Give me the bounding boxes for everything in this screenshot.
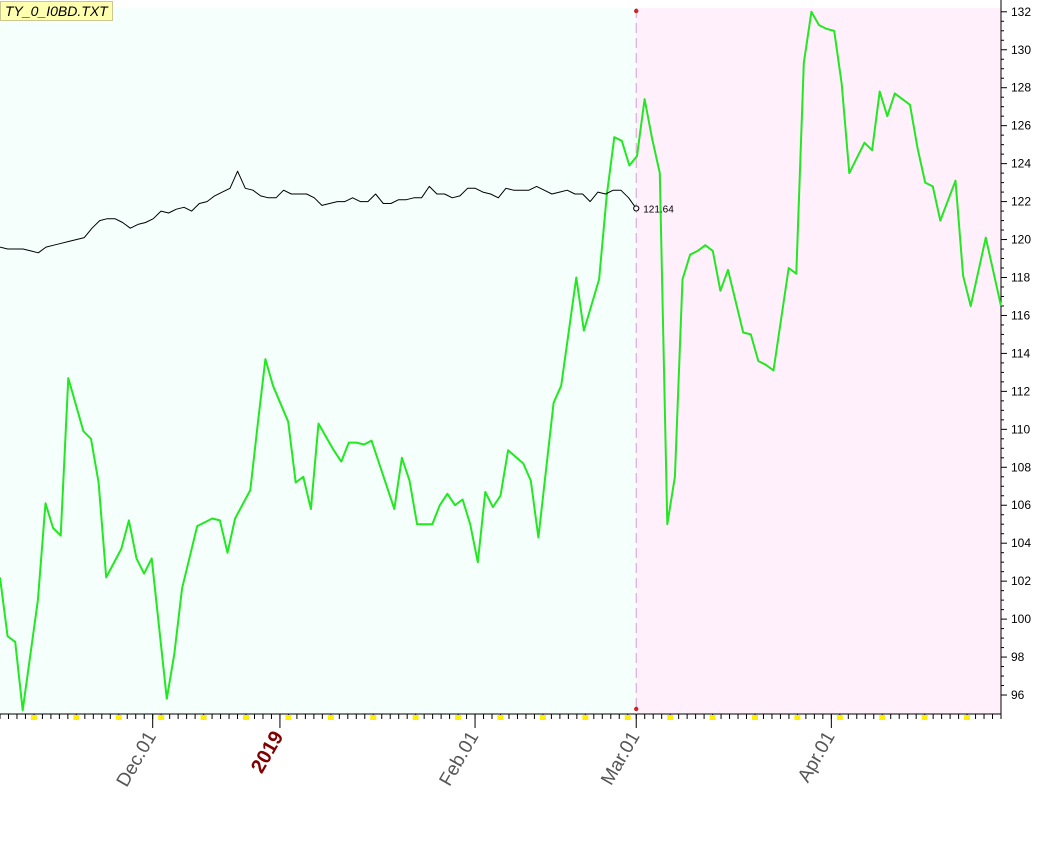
last-value-label: 121.64	[643, 204, 674, 215]
week-marker	[709, 715, 716, 720]
y-tick-label: 112	[1011, 384, 1030, 398]
y-tick-label: 124	[1011, 157, 1031, 171]
week-marker	[30, 715, 37, 720]
y-tick-label: 108	[1011, 460, 1031, 474]
x-tick-label: Apr.01	[794, 728, 840, 786]
week-marker	[115, 715, 122, 720]
y-tick-label: 116	[1011, 308, 1030, 322]
y-tick-label: 98	[1011, 650, 1025, 664]
y-tick-label: 126	[1011, 119, 1031, 133]
series-line	[0, 170, 637, 254]
plot-bg-past	[0, 8, 637, 714]
week-marker	[200, 715, 207, 720]
y-tick-label: 122	[1011, 195, 1031, 209]
y-tick-label: 100	[1011, 612, 1031, 626]
week-marker	[243, 715, 250, 720]
x-tick-label: Dec.01	[113, 728, 161, 791]
week-marker	[921, 715, 928, 720]
y-tick-label: 132	[1011, 5, 1031, 19]
week-marker	[285, 715, 292, 720]
y-tick-label: 130	[1011, 43, 1031, 57]
week-marker	[497, 715, 504, 720]
week-marker	[370, 715, 377, 720]
x-tick-label: Mar.01	[597, 728, 644, 789]
week-marker	[667, 715, 674, 720]
y-tick-label: 120	[1011, 233, 1031, 247]
chart-title: TY_0_I0BD.TXT	[0, 1, 113, 21]
last-value-marker	[633, 205, 640, 212]
y-tick-label: 96	[1011, 688, 1025, 702]
week-marker	[582, 715, 589, 720]
x-axis: Dec.01 2019 Feb.01 Mar.01 Apr.01	[0, 713, 1002, 791]
week-marker	[794, 715, 801, 720]
y-tick-label: 106	[1011, 498, 1031, 512]
y-axis: 96 98 100 102 104 106 108 110 112 114 116 118 120 122…	[1000, 0, 1031, 714]
week-marker	[751, 715, 758, 720]
y-tick-label: 118	[1011, 270, 1030, 284]
week-marker	[327, 715, 334, 720]
week-marker	[624, 715, 631, 720]
week-marker	[412, 715, 419, 720]
y-tick-label: 128	[1011, 81, 1031, 95]
split-marker-bottom	[634, 706, 639, 712]
week-marker	[964, 715, 971, 720]
series-line	[0, 10, 1002, 712]
x-tick-label: 2019	[247, 728, 288, 778]
y-tick-label: 104	[1011, 536, 1031, 550]
week-marker	[158, 715, 165, 720]
week-marker	[539, 715, 546, 720]
week-marker	[836, 715, 843, 720]
series-layer: 121.64	[0, 8, 1002, 714]
y-tick-label: 110	[1011, 422, 1030, 436]
week-marker	[73, 715, 80, 720]
x-tick-label: Feb.01	[436, 728, 484, 790]
y-tick-label: 114	[1011, 346, 1030, 360]
plot-bg-future	[636, 8, 1001, 714]
week-marker	[879, 715, 886, 720]
week-marker	[455, 715, 462, 720]
split-marker-top	[634, 8, 639, 14]
y-tick-label: 102	[1011, 574, 1031, 588]
